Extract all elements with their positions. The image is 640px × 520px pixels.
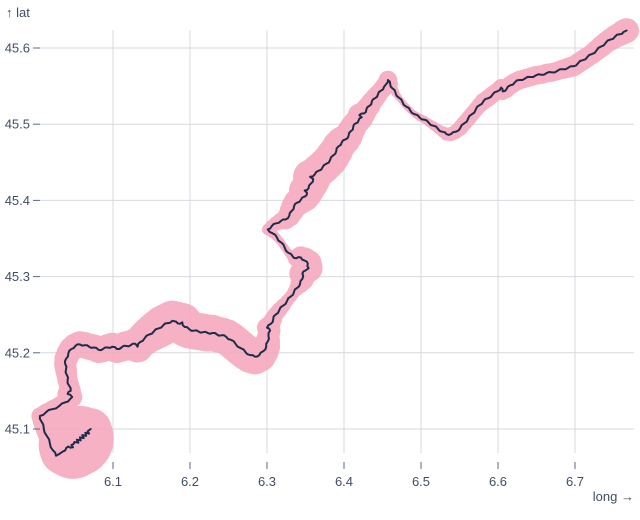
- y-axis-label: ↑ lat: [6, 5, 30, 20]
- buffer-band: [31, 18, 639, 479]
- x-tick-label: 6.4: [335, 474, 353, 489]
- gps-track-line: [38, 29, 628, 457]
- y-tick-label: 45.3: [5, 269, 30, 284]
- x-tick-label: 6.3: [258, 474, 276, 489]
- y-tick-label: 45.1: [5, 422, 30, 437]
- x-tick-label: 6.6: [489, 474, 507, 489]
- y-tick-label: 45.2: [5, 345, 30, 360]
- y-tick-label: 45.6: [5, 41, 30, 56]
- y-tick-label: 45.4: [5, 193, 30, 208]
- x-tick-label: 6.2: [181, 474, 199, 489]
- x-tick-label: 6.5: [412, 474, 430, 489]
- x-tick-label: 6.7: [566, 474, 584, 489]
- x-tick-label: 6.1: [104, 474, 122, 489]
- grid-lines: [40, 30, 634, 453]
- x-axis-label: long →: [593, 489, 634, 504]
- y-tick-label: 45.5: [5, 117, 30, 132]
- axis-ticks: 45.6 45.5 45.4 45.3 45.2 45.1 6.1 6.2 6.3 6.4 6.5 6…: [5, 41, 584, 490]
- track-path: [38, 29, 628, 457]
